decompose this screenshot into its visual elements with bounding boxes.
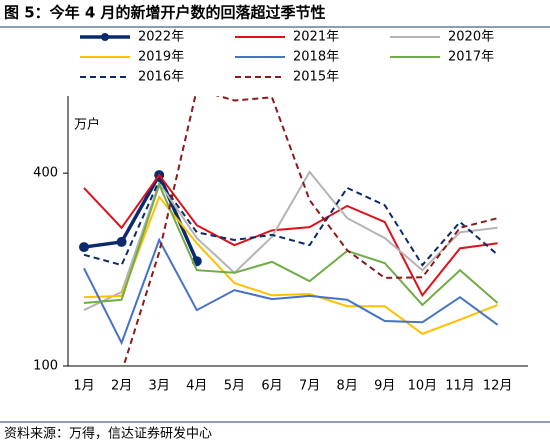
x-tick-label: 8月 — [337, 379, 358, 394]
legend-label: 2019年 — [138, 50, 184, 65]
legend-label: 2016年 — [138, 70, 184, 85]
x-tick-label: 4月 — [186, 379, 207, 394]
x-tick-label: 1月 — [73, 379, 94, 394]
legend-label: 2022年 — [138, 30, 184, 45]
x-tick-label: 6月 — [261, 379, 282, 394]
series-line — [83, 181, 499, 307]
legend-marker — [101, 33, 109, 41]
x-tick-label: 3月 — [149, 379, 170, 394]
y-axis-label: 万户 — [74, 117, 100, 133]
chart-title: 图 5：今年 4 月的新增开户数的回落超过季节性 — [4, 4, 326, 22]
x-tick-label: 2月 — [111, 379, 132, 394]
x-tick-label: 7月 — [299, 379, 320, 394]
data-point — [79, 242, 89, 253]
data-point — [116, 236, 127, 247]
x-tick-label: 9月 — [374, 379, 395, 394]
source: 资料来源：万得，信达证券研发中心 — [4, 426, 212, 442]
y-tick-label: 100 — [33, 359, 58, 374]
legend-label: 2018年 — [293, 50, 339, 65]
legend-label: 2020年 — [448, 30, 494, 45]
series-line — [83, 173, 498, 298]
series-line — [122, 96, 498, 366]
plot-area — [79, 96, 499, 366]
x-tick-label: 5月 — [224, 379, 245, 394]
series-line — [83, 171, 199, 262]
x-tick-label: 11月 — [445, 379, 475, 394]
x-tick-label: 10月 — [408, 379, 438, 394]
legend-label: 2017年 — [448, 50, 494, 65]
legend-label: 2015年 — [293, 70, 339, 85]
series-line — [83, 178, 499, 267]
y-tick-label: 400 — [33, 166, 58, 181]
x-tick-label: 12月 — [483, 379, 513, 394]
legend-label: 2021年 — [293, 30, 339, 45]
series-line — [83, 237, 499, 346]
series-line — [83, 194, 498, 335]
